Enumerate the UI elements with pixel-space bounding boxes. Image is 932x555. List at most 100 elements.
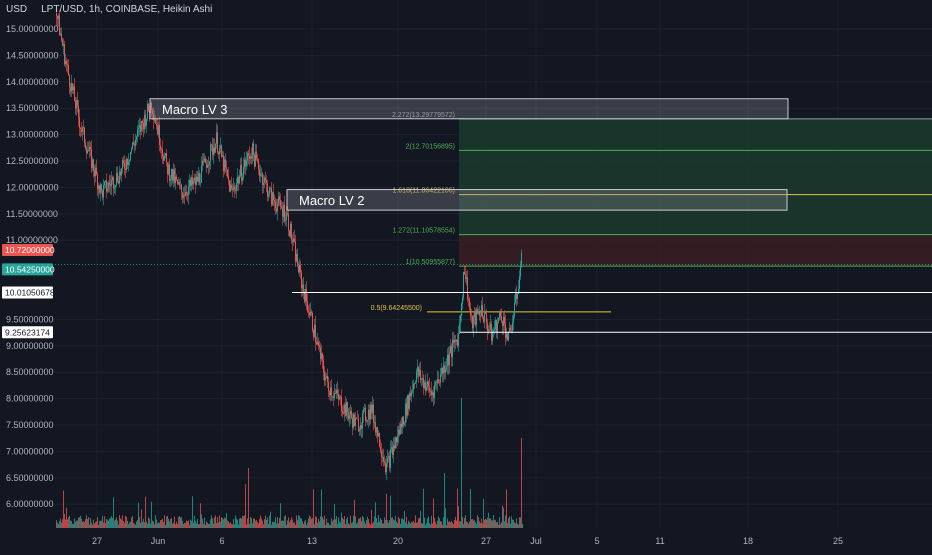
volume-bar	[85, 519, 86, 528]
candle-body	[210, 144, 211, 162]
volume-bar	[271, 524, 272, 528]
candle-body	[263, 182, 264, 185]
candle-body	[513, 315, 514, 323]
candle-body	[75, 101, 76, 109]
volume-bar	[98, 524, 99, 528]
volume-bar	[319, 521, 320, 528]
volume-bar	[444, 473, 445, 528]
candle-body	[136, 136, 137, 140]
volume-bar	[107, 519, 108, 528]
volume-bar	[88, 517, 89, 528]
candle-body	[87, 150, 88, 154]
candle-body	[140, 124, 141, 132]
candle-body	[478, 312, 479, 314]
volume-bar	[459, 521, 460, 528]
volume-bar	[245, 484, 246, 528]
candle-body	[84, 127, 85, 144]
volume-bar	[277, 517, 278, 528]
symbol-info[interactable]: LPT/USD, 1h, COINBASE, Heikin Ashi	[41, 4, 213, 15]
volume-bar	[106, 518, 107, 528]
candle-body	[70, 86, 71, 92]
volume-bar	[456, 520, 457, 528]
volume-bar	[399, 518, 400, 528]
volume-bar	[377, 522, 378, 528]
candle-body	[254, 154, 255, 167]
candle-body	[192, 177, 193, 185]
candle-body	[100, 184, 101, 193]
horizontal-lines[interactable]	[55, 263, 932, 333]
volume-bar	[232, 524, 233, 528]
candle-body	[358, 418, 359, 432]
candle-body	[311, 311, 312, 313]
candle-body	[117, 173, 118, 182]
candle-body	[488, 329, 489, 331]
candle-body	[465, 273, 466, 279]
volume-bar	[69, 515, 70, 528]
candle-body	[281, 206, 282, 209]
volume-bar	[418, 518, 419, 528]
candle-body	[482, 305, 483, 318]
candle-body	[424, 382, 425, 388]
volume-bar	[291, 517, 292, 528]
volume-bar	[122, 515, 123, 528]
volume-bar	[452, 522, 453, 528]
volume-bar	[406, 516, 407, 528]
volume-bar	[223, 519, 224, 528]
volume-bar	[462, 516, 463, 528]
candle-body	[242, 177, 243, 181]
candle-body	[155, 119, 156, 124]
volume-bar	[125, 515, 126, 528]
candle-body	[151, 102, 152, 110]
volume-bar	[94, 523, 95, 528]
volume-bar	[375, 502, 376, 528]
volume-bar	[123, 521, 124, 528]
macro-zones[interactable]: Macro LV 3 Macro LV 2	[149, 98, 789, 211]
price-axis[interactable]: 15.00000000 14.50000000 14.00000000 13.5000…	[6, 24, 59, 509]
volume-bar	[494, 519, 495, 528]
candle-body	[458, 333, 459, 347]
volume-bar	[332, 521, 333, 528]
volume-bar	[391, 517, 392, 528]
volume-bar	[235, 515, 236, 528]
candle-body	[179, 182, 180, 186]
volume-bar	[267, 517, 268, 528]
volume-bar	[355, 516, 356, 528]
volume-bar	[381, 519, 382, 528]
candle-body	[417, 367, 418, 372]
volume-bar	[233, 519, 234, 528]
volume-bar	[297, 520, 298, 528]
fib-extension[interactable]: 2.272(13.29779572) 2(12.70156895) 1.618(11…	[371, 112, 932, 313]
candle-body	[114, 187, 115, 189]
candle-body	[338, 394, 339, 400]
volume-bar	[430, 524, 431, 528]
candle-body	[494, 329, 495, 331]
volume-bar	[244, 515, 245, 528]
candle-body	[398, 429, 399, 436]
volume-bar	[360, 517, 361, 528]
volume-bar	[506, 489, 507, 528]
volume-bar	[396, 521, 397, 528]
volume-bar	[376, 517, 377, 528]
x-tick-label: 18	[743, 536, 753, 546]
volume-bar	[240, 517, 241, 528]
volume-bar	[209, 524, 210, 528]
candle-body	[433, 392, 434, 398]
candle-body	[208, 164, 209, 166]
candle-body	[296, 253, 297, 262]
volume-bar	[155, 515, 156, 528]
candle-body	[132, 142, 133, 149]
candle-body	[396, 437, 397, 442]
candle-body	[207, 164, 208, 168]
candle-body	[119, 171, 120, 184]
candle-body	[297, 253, 298, 267]
volume-bar	[84, 522, 85, 528]
volume-bar	[224, 517, 225, 528]
candle-body	[106, 180, 107, 192]
time-axis[interactable]: 27 Jun 6 13 20 27 Jul 5 11 18 25	[92, 536, 843, 546]
candle-body	[379, 433, 380, 447]
candle-body	[194, 177, 195, 182]
volume-bar	[109, 518, 110, 528]
candle-body	[477, 309, 478, 314]
